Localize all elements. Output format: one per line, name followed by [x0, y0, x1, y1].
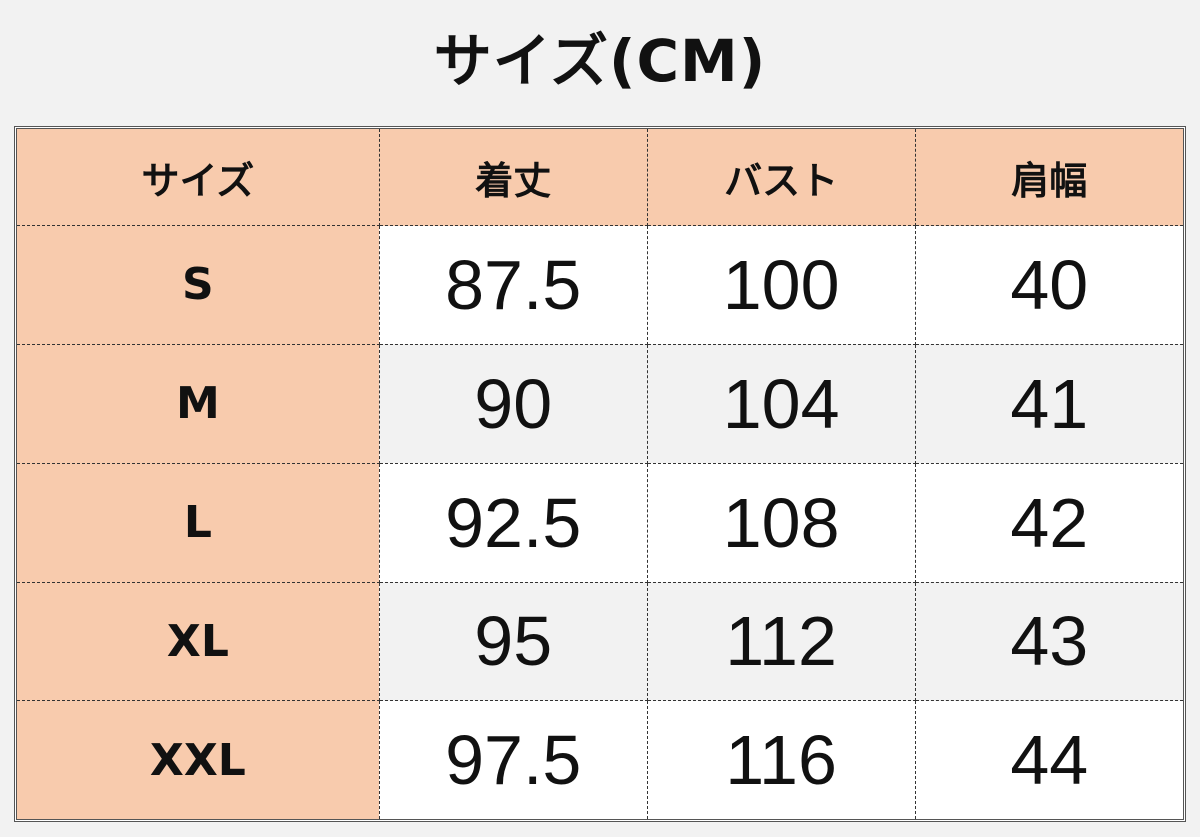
cell-bust: 104 [646, 343, 916, 464]
cell-bust: 112 [646, 581, 916, 702]
size-table: サイズ 着丈 バスト 肩幅 S 87.5 100 40 M 90 104 41 L 92.5 108… [14, 126, 1186, 822]
cell-shoulder: 40 [914, 225, 1183, 345]
cell-size: XL [17, 581, 380, 702]
cell-shoulder: 43 [914, 581, 1183, 702]
cell-size: M [17, 343, 380, 464]
header-bust: バスト [646, 129, 916, 226]
table-row: S 87.5 100 40 [17, 225, 1183, 345]
header-size: サイズ [17, 129, 380, 226]
header-length: 着丈 [378, 129, 648, 226]
cell-bust: 108 [646, 462, 916, 583]
table-row: XL 95 112 43 [17, 581, 1183, 702]
cell-length: 97.5 [378, 700, 648, 819]
cell-shoulder: 44 [914, 700, 1183, 819]
cell-size: S [17, 225, 380, 345]
cell-bust: 100 [646, 225, 916, 345]
cell-shoulder: 41 [914, 343, 1183, 464]
cell-length: 87.5 [378, 225, 648, 345]
cell-length: 92.5 [378, 462, 648, 583]
cell-bust: 116 [646, 700, 916, 819]
cell-length: 95 [378, 581, 648, 702]
header-shoulder: 肩幅 [914, 129, 1183, 226]
cell-shoulder: 42 [914, 462, 1183, 583]
table-row: XXL 97.5 116 44 [17, 700, 1183, 819]
cell-size: XXL [17, 700, 380, 819]
cell-size: L [17, 462, 380, 583]
cell-length: 90 [378, 343, 648, 464]
table-row: L 92.5 108 42 [17, 462, 1183, 583]
table-header-row: サイズ 着丈 バスト 肩幅 [17, 129, 1183, 226]
table-row: M 90 104 41 [17, 343, 1183, 464]
page-title: サイズ(CM) [433, 27, 767, 95]
